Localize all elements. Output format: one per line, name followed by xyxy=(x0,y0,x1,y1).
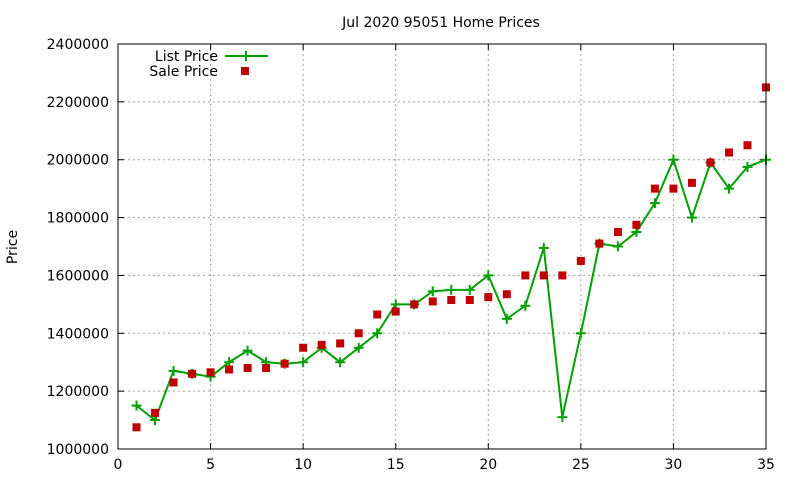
list-price-point xyxy=(538,242,549,253)
sale-price-point xyxy=(521,271,530,280)
sale-price-point xyxy=(502,290,511,299)
list-price-point xyxy=(668,154,679,165)
sale-price-point xyxy=(576,256,585,265)
x-tick-label: 0 xyxy=(114,457,123,473)
plot-frame xyxy=(117,43,767,450)
sale-price-point xyxy=(243,364,252,372)
list-price-point xyxy=(298,357,309,368)
axis-ticks: 0 5 10 15 20 25 30 35 1000000 1200000 1400000 16000… xyxy=(47,37,775,473)
list-price-point xyxy=(686,212,697,223)
x-tick-label: 10 xyxy=(294,457,312,473)
sale-price-point xyxy=(336,339,345,348)
legend-swatch-sale-price xyxy=(241,67,249,75)
legend-label-list-price: List Price xyxy=(155,49,218,65)
x-tick-label: 20 xyxy=(479,457,497,473)
sale-price-point xyxy=(410,300,419,309)
list-price-point xyxy=(353,342,364,353)
y-tick-label: 1800000 xyxy=(47,211,109,227)
list-price-point xyxy=(557,412,568,423)
list-price-point xyxy=(575,328,586,339)
sale-price-point xyxy=(465,296,474,305)
list-price-point xyxy=(483,270,494,281)
sale-price-point xyxy=(539,271,548,280)
x-tick-label: 25 xyxy=(572,457,590,473)
y-tick-label: 1400000 xyxy=(47,326,109,342)
list-price-point xyxy=(742,161,753,172)
y-tick-label: 2200000 xyxy=(47,95,109,111)
sale-price-point xyxy=(354,329,363,338)
list-price-point xyxy=(168,365,179,376)
sale-price-point xyxy=(188,369,197,378)
y-axis-label: Price xyxy=(5,230,21,264)
x-tick-label: 15 xyxy=(387,457,405,473)
sale-price-point xyxy=(706,158,715,167)
sale-price-point xyxy=(484,293,493,302)
y-tick-label: 2400000 xyxy=(47,37,109,53)
sale-price-point xyxy=(169,378,178,387)
y-tick-label: 1000000 xyxy=(47,442,109,458)
sale-price-point xyxy=(687,178,696,187)
sale-price-point xyxy=(280,359,289,368)
sale-price-point xyxy=(428,297,437,306)
x-tick-label: 35 xyxy=(757,457,775,473)
list-price-point xyxy=(723,183,734,194)
list-price-point xyxy=(372,328,383,339)
list-price-point xyxy=(501,313,512,324)
sale-price-point xyxy=(151,408,160,417)
sale-price-point xyxy=(206,368,215,377)
sale-price-point xyxy=(317,340,326,349)
list-price-point xyxy=(335,357,346,368)
chart-title: Jul 2020 95051 Home Prices xyxy=(341,15,540,31)
sale-price-point xyxy=(613,228,622,237)
legend-label-sale-price: Sale Price xyxy=(149,64,218,80)
sale-price-point xyxy=(743,141,752,150)
list-price-point xyxy=(464,284,475,295)
sale-price-point xyxy=(299,343,308,352)
sale-price-point xyxy=(650,184,659,193)
sale-price-point xyxy=(724,148,733,157)
sale-price-point xyxy=(447,296,456,305)
y-tick-label: 1200000 xyxy=(47,384,109,400)
sale-price-point xyxy=(262,364,271,372)
sale-price-point xyxy=(558,271,567,280)
list-price-point xyxy=(612,241,623,252)
y-tick-label: 1600000 xyxy=(47,268,109,284)
sale-price-point xyxy=(391,307,400,316)
sale-price-point xyxy=(132,423,141,432)
list-price-point xyxy=(427,286,438,297)
list-price-point xyxy=(131,400,142,411)
list-price-point xyxy=(242,345,253,356)
x-tick-label: 5 xyxy=(206,457,215,473)
list-price-point xyxy=(520,300,531,311)
list-price-point xyxy=(446,284,457,295)
list-price-point xyxy=(649,198,660,209)
x-tick-label: 30 xyxy=(665,457,683,473)
data-series xyxy=(131,83,771,432)
sale-price-point xyxy=(225,365,234,374)
sale-price-point xyxy=(669,184,678,193)
y-tick-label: 2000000 xyxy=(47,153,109,169)
grid-lines xyxy=(118,44,766,449)
sale-price-point xyxy=(595,239,604,248)
sale-price-point xyxy=(373,310,382,319)
sale-price-point xyxy=(632,220,641,229)
